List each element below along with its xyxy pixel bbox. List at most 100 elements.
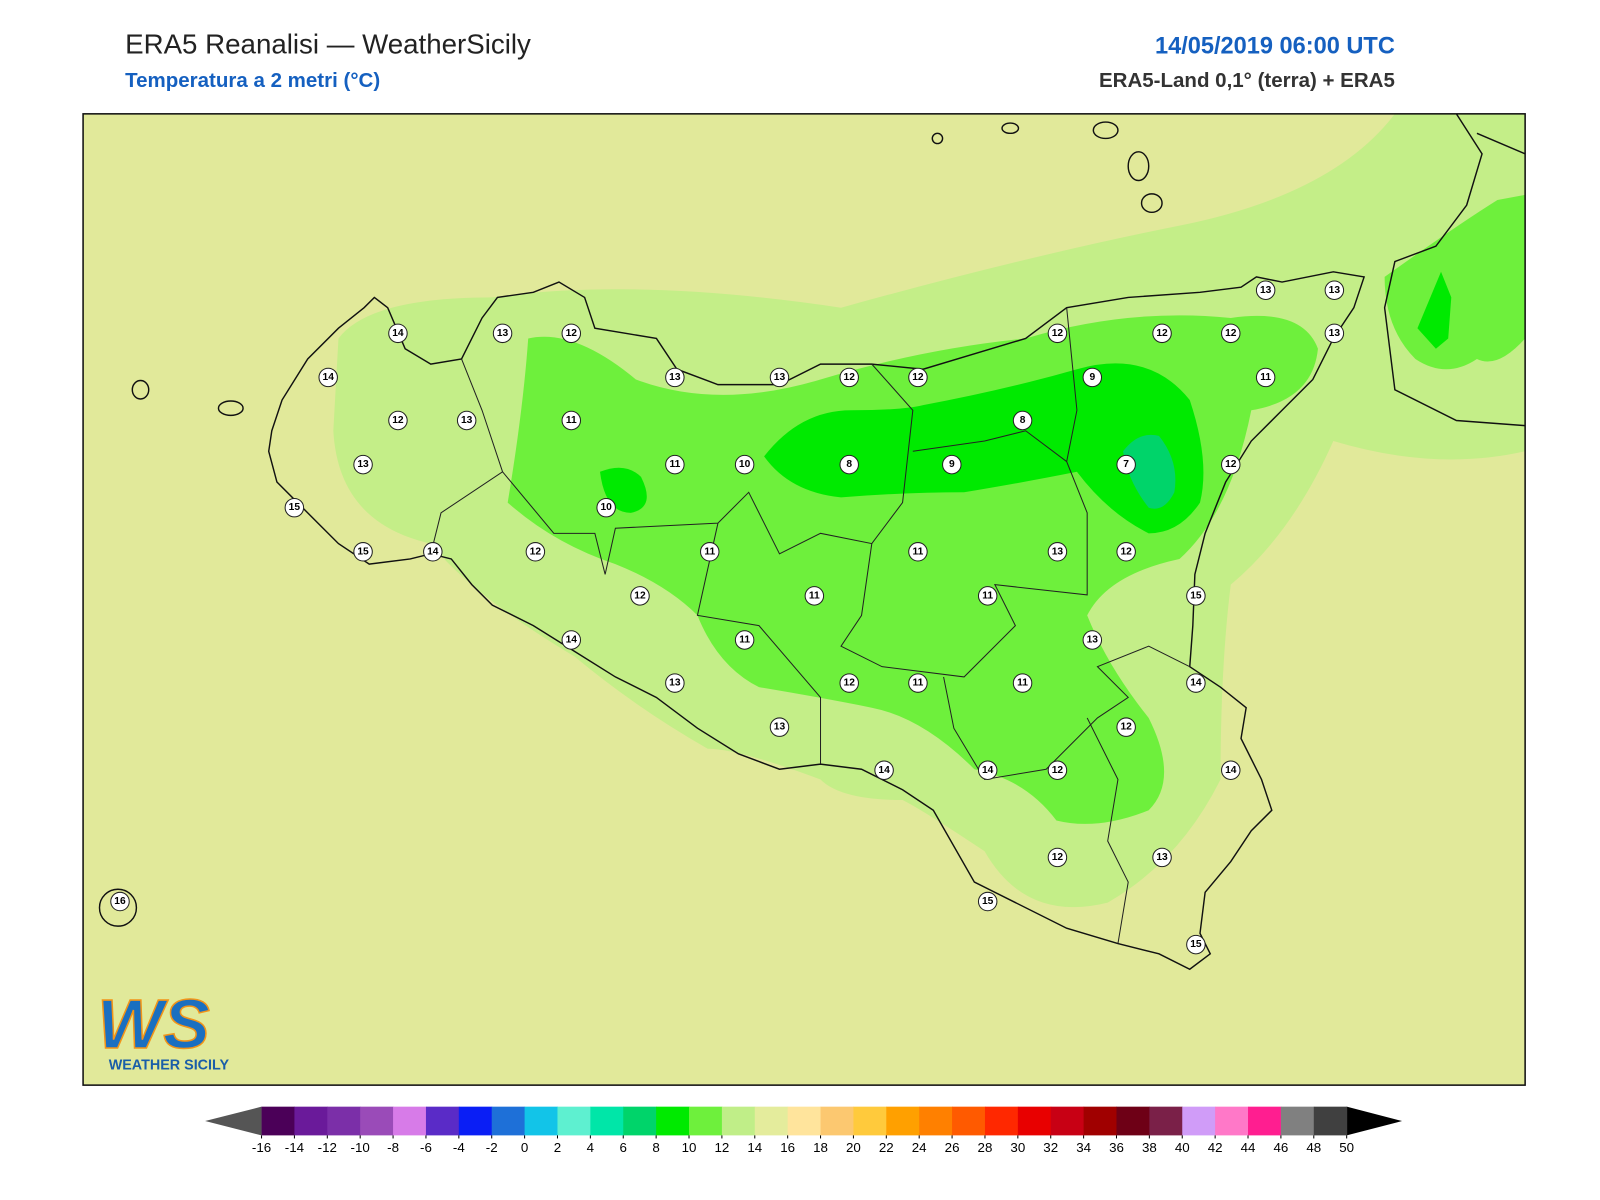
station-value: 12: [1225, 328, 1237, 339]
station-marker: [734, 454, 755, 475]
station-marker: [1082, 630, 1103, 650]
colorbar-tick-label: 2: [554, 1140, 561, 1155]
station: 12: [388, 410, 408, 431]
colorbar-box: [294, 1106, 328, 1136]
station-value: 12: [1120, 722, 1132, 733]
station-marker: [525, 542, 546, 562]
station-marker: [1047, 542, 1068, 562]
field-8-10: [1417, 271, 1452, 349]
station-marker: [1152, 847, 1172, 868]
station-value: 11: [809, 590, 820, 601]
station-value: 16: [114, 896, 126, 907]
station: 11: [804, 586, 825, 606]
station: 12: [1152, 323, 1172, 344]
station: 11: [977, 586, 998, 606]
field-6-8: [1123, 434, 1176, 509]
station-value: 11: [669, 459, 680, 470]
station-value: 12: [1052, 328, 1064, 339]
station-value: 9: [949, 459, 955, 470]
station-value: 13: [669, 372, 681, 383]
station-value: 11: [566, 415, 577, 426]
colorbar-tick-label: 22: [879, 1140, 894, 1155]
colorbar-box: [886, 1106, 920, 1136]
station-marker: [1047, 323, 1068, 344]
station-value: 15: [1190, 939, 1202, 950]
colorbar-tick-label: -14: [285, 1140, 305, 1155]
station: 14: [423, 542, 443, 562]
station-marker: [977, 760, 998, 780]
stations: 14 13 12 14 12 13 11 13 15 15 14 12 13 13 12 12 11 10 8 9 10…: [110, 280, 1345, 955]
colorbar-box: [360, 1106, 394, 1136]
colorbar-tick-label: 36: [1109, 1140, 1124, 1155]
station: 14: [318, 367, 338, 388]
source: ERA5-Land 0,1° (terra) + ERA5: [1099, 69, 1395, 92]
station: 11: [908, 673, 928, 693]
station: 12: [1221, 454, 1241, 475]
station-marker: [977, 891, 998, 912]
station-value: 14: [1225, 765, 1237, 776]
province-borders: [430, 307, 1190, 944]
title: ERA5 Reanalisi — WeatherSicily: [125, 28, 531, 59]
colorbar-tick-label: 30: [1010, 1140, 1025, 1155]
station-marker: [561, 323, 582, 344]
colorbar-box: [1083, 1106, 1118, 1136]
station-marker: [942, 454, 962, 475]
station-marker: [1116, 542, 1136, 562]
station-value: 10: [739, 459, 751, 470]
station: 14: [977, 760, 998, 780]
station-marker: [665, 454, 685, 475]
station: 13: [353, 454, 373, 475]
station: 13: [1324, 280, 1345, 300]
colorbar-tick-label: -16: [252, 1140, 271, 1155]
station-value: 11: [913, 546, 924, 557]
colorbar-tick-label: 6: [620, 1140, 627, 1155]
station-value: 10: [600, 502, 612, 513]
logo-name: WEATHER SICILY: [109, 1058, 230, 1074]
station: 15: [977, 891, 998, 912]
station-marker: [630, 586, 650, 606]
station-marker: [388, 323, 408, 344]
station: 13: [1047, 542, 1068, 562]
colorbar-box: [1280, 1106, 1315, 1136]
station-marker: [353, 542, 373, 562]
colorbar-box: [787, 1106, 822, 1136]
station-value: 15: [1190, 590, 1202, 601]
colorbar-tick-label: 34: [1076, 1140, 1091, 1155]
colorbar-tick-label: 8: [652, 1140, 659, 1155]
station: 12: [1116, 542, 1136, 562]
colorbar-box: [1248, 1106, 1282, 1136]
station-value: 11: [913, 678, 924, 689]
colorbar-box: [656, 1106, 690, 1136]
colorbar-box: [721, 1106, 756, 1136]
colorbar-box: [952, 1106, 986, 1136]
station: 12: [1047, 323, 1068, 344]
station-value: 11: [1260, 372, 1271, 383]
colorbar-box: [1017, 1106, 1052, 1136]
station: 8: [1012, 410, 1033, 431]
station: 13: [665, 673, 685, 693]
logo-letters: WS: [97, 985, 209, 1063]
station: 12: [561, 323, 582, 344]
station-value: 7: [1123, 459, 1129, 470]
station-marker: [665, 673, 685, 693]
station-value: 12: [1052, 852, 1064, 863]
colorbar-box: [524, 1106, 558, 1136]
station: 14: [1221, 760, 1241, 780]
colorbar-tick-label: 28: [978, 1140, 993, 1155]
station-marker: [1012, 410, 1033, 431]
station-value: 14: [982, 765, 994, 776]
colorbar-box: [1182, 1106, 1216, 1136]
colorbar-box: [689, 1106, 723, 1136]
station: 13: [456, 410, 477, 431]
colorbar-tick-label: 18: [813, 1140, 828, 1155]
colorbar-box: [327, 1106, 361, 1136]
station-value: 12: [1225, 459, 1237, 470]
field-8-10: [764, 363, 1204, 534]
station-marker: [318, 367, 338, 388]
station-marker: [456, 410, 477, 431]
station: 9: [942, 454, 962, 475]
colorbar-over: [1346, 1106, 1403, 1136]
colorbar-tick-label: 24: [912, 1140, 927, 1155]
station-value: 13: [1087, 635, 1099, 646]
